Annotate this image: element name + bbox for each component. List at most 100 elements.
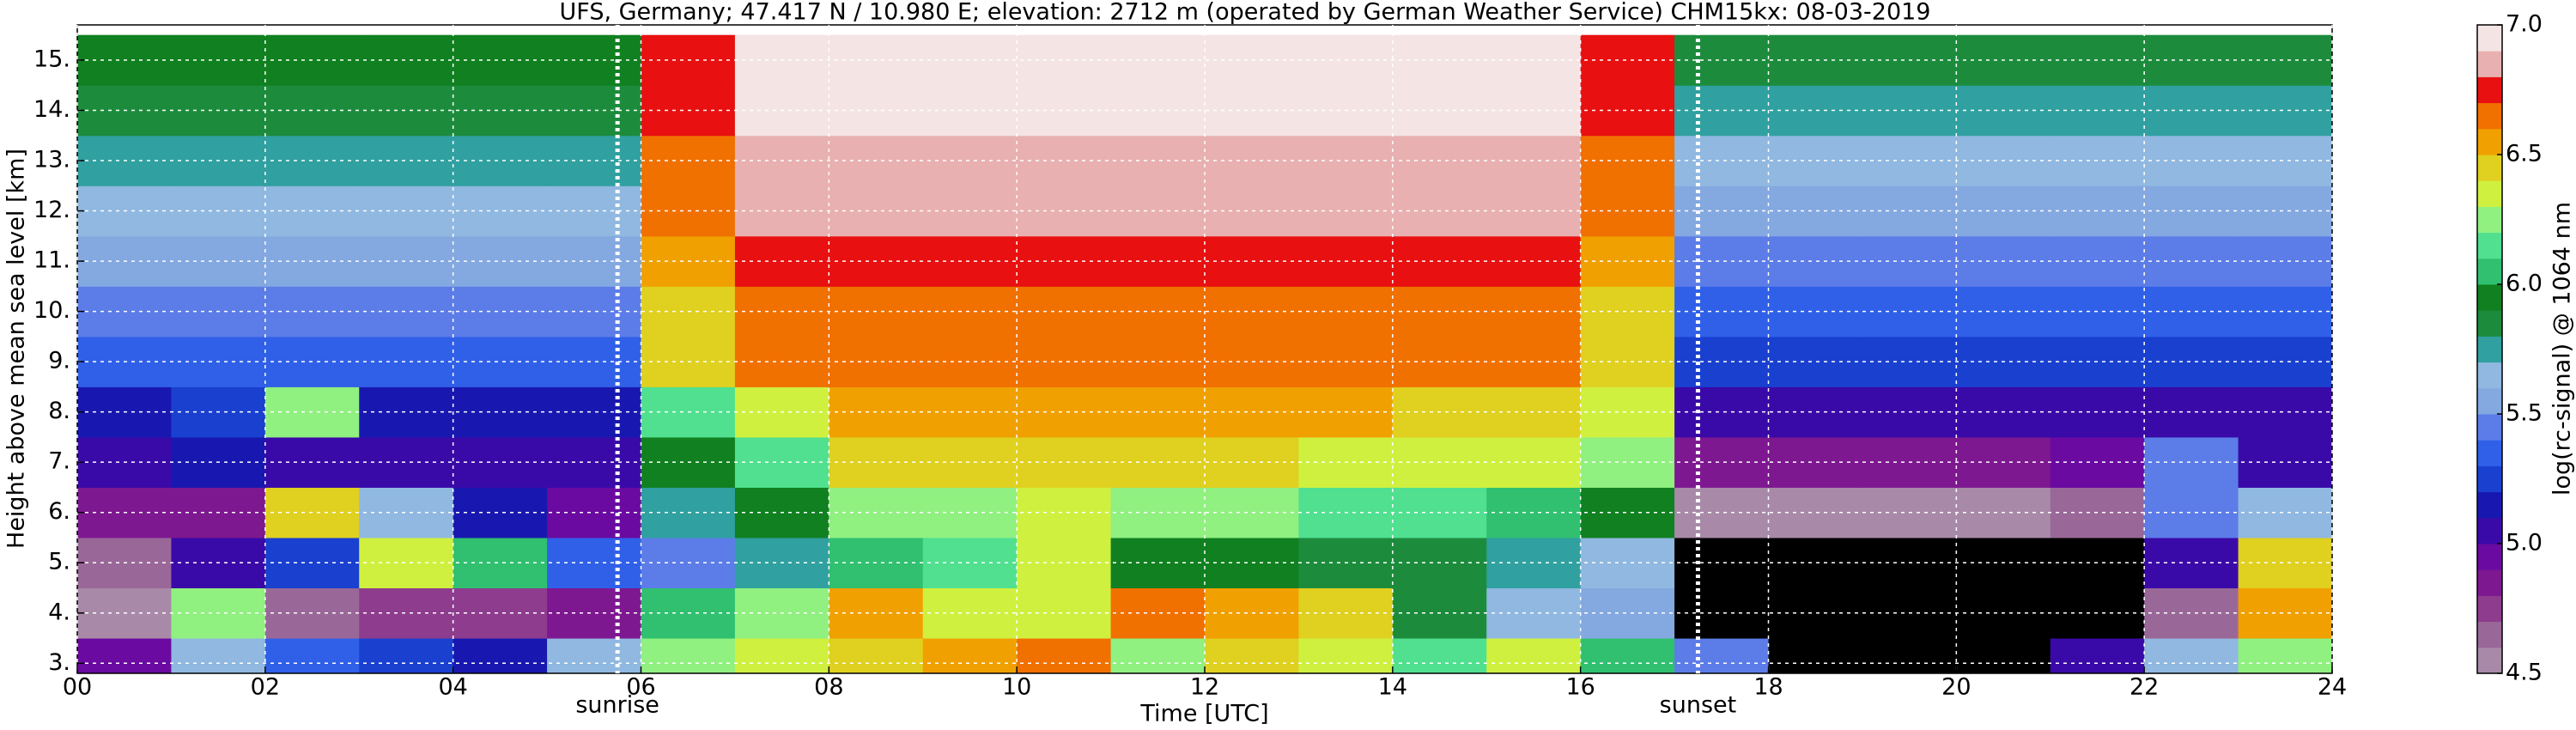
y-tick-label: 4. [48,599,70,625]
heatmap-cell [1110,286,1206,338]
heatmap-cell [1017,386,1112,438]
x-tick-label: 24 [2318,674,2347,701]
heatmap-cell [453,85,548,137]
heatmap-cell [1017,638,1112,673]
heatmap-cell [264,638,360,673]
colorbar-tick-label: 5.5 [2506,400,2543,427]
heatmap-cell [922,336,1018,387]
heatmap-cell [359,135,454,186]
heatmap-cell [359,386,454,438]
heatmap-cell [547,235,641,287]
heatmap-cell [1110,34,1206,86]
heatmap-cell [2050,638,2145,673]
colorbar-tick-label: 5.0 [2506,530,2543,557]
colorbar-segment [2477,491,2502,519]
colorbar-segment [2477,25,2502,52]
x-tick-label: 16 [1565,674,1595,701]
heatmap-cell [1110,135,1206,186]
heatmap-cell [453,436,548,488]
y-tick-label: 6. [48,498,70,525]
overlay [76,24,2333,674]
colorbar-segment [2477,647,2502,674]
heatmap-cell [2144,34,2239,86]
annotation-label: sunrise [575,692,659,719]
colorbar-tick-label: 6.5 [2506,141,2543,167]
heatmap-cell [547,487,641,538]
colorbar-segment [2477,517,2502,544]
heatmap-cell [2238,235,2332,287]
heatmap-cell [1956,638,2051,673]
x-tick-label: 08 [814,674,843,701]
heatmap-cell [2144,386,2239,438]
heatmap-cell [1580,135,1675,186]
heatmap-cell [359,436,454,488]
heatmap-cell [922,135,1018,186]
heatmap-cell [1580,386,1675,438]
heatmap-cell [359,638,454,673]
y-tick-label: 3. [48,649,70,676]
heatmap-cell [1580,85,1675,137]
heatmap-cell [2144,85,2239,137]
colorbar-segment [2477,362,2502,389]
heatmap-cell [1674,436,1769,488]
heatmap-cell [922,235,1018,287]
heatmap-cell [359,587,454,639]
heatmap-cell [1580,235,1675,287]
colorbar-segment [2477,310,2502,337]
heatmap-cell [2238,135,2332,186]
heatmap-cell [2144,186,2239,237]
x-tick-label: 18 [1753,674,1783,701]
heatmap-cell [359,537,454,589]
heatmap-cell [2144,436,2239,488]
heatmap-cell [1017,587,1112,639]
y-tick-label: 14. [33,96,70,123]
heatmap-cell [2238,386,2332,438]
heatmap-cell [359,34,454,86]
heatmap-cell [1110,85,1206,137]
colorbar-segment [2477,465,2502,493]
colorbar-segment [2477,258,2502,285]
heatmap-cell [547,186,641,237]
heatmap-cell [922,638,1018,673]
heatmap-cell [359,85,454,137]
heatmap-cell [2238,336,2332,387]
heatmap-cell [1768,638,1863,673]
heatmap-cell [547,34,641,86]
colorbar-tick-label: 4.5 [2506,660,2543,686]
heatmap-cell [1205,638,1299,673]
heatmap-cell [453,537,548,589]
heatmap-cell [922,436,1018,488]
heatmap-cell [547,638,641,673]
heatmap-cell [1017,336,1112,387]
heatmap-cell [359,487,454,538]
y-axis-label: Height above mean sea level [km] [3,149,30,549]
heatmap-cell [359,235,454,287]
y-tick-label: 5. [48,549,70,575]
colorbar-label: log(rc-signal) @ 1064 nm [2549,202,2576,496]
heatmap-cell [2144,286,2239,338]
heatmap-cell [1580,336,1675,387]
colorbar-tick-label: 6.0 [2506,271,2543,297]
heatmap-cell [453,487,548,538]
colorbar-segment [2477,595,2502,623]
y-tick-label: 8. [48,398,70,424]
heatmap-cell [453,34,548,86]
heatmap-cell [922,85,1018,137]
heatmap-cell [547,386,641,438]
heatmap-cell [1674,85,1769,137]
colorbar-segment [2477,232,2502,259]
colorbar-segment [2477,76,2502,104]
heatmap-cell [2238,34,2332,86]
heatmap-cell [2238,286,2332,338]
heatmap-cell [922,34,1018,86]
heatmap-cell [922,186,1018,237]
heatmap-cell [2238,587,2332,639]
x-tick-label: 06 [626,674,655,701]
heatmap-cell [1110,235,1206,287]
heatmap-cell [2144,487,2239,538]
colorbar-frame [2476,24,2503,674]
heatmap-cell [77,638,172,673]
y-tick-label: 12. [33,197,70,223]
colorbar-segment [2477,569,2502,596]
heatmap-cell [1110,336,1206,387]
